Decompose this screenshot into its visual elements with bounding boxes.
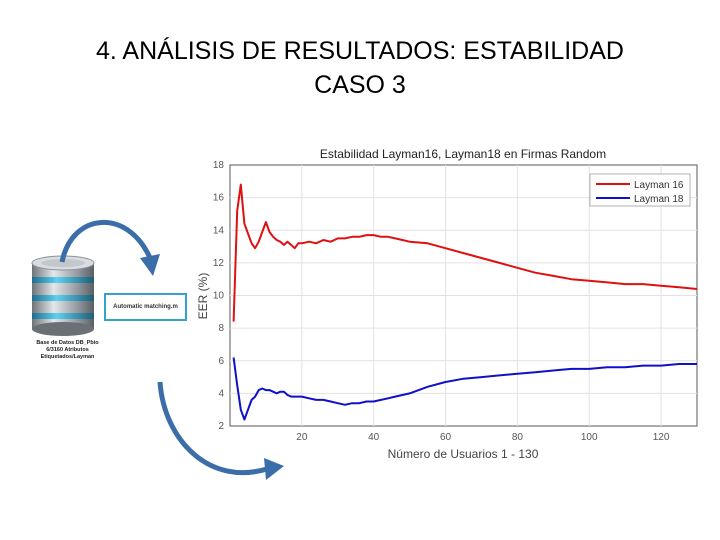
y-tick-label-1: 4 <box>218 388 224 399</box>
x-tick-label-0: 20 <box>296 432 308 443</box>
x-tick-label-4: 100 <box>581 432 598 443</box>
y-tick-label-3: 8 <box>218 323 224 334</box>
y-tick-label-7: 16 <box>213 193 225 204</box>
legend-label-0: Layman 16 <box>634 180 684 191</box>
x-tick-label-2: 60 <box>440 432 452 443</box>
slide-title: 4. ANÁLISIS DE RESULTADOS: ESTABILIDAD C… <box>0 34 720 102</box>
database-icon <box>31 255 95 336</box>
chart-title: Estabilidad Layman16, Layman18 en Firmas… <box>320 147 606 161</box>
x-tick-label-5: 120 <box>653 432 670 443</box>
database-caption-line-1: Base de Datos DB_Pbio <box>36 340 99 346</box>
y-tick-label-2: 6 <box>218 356 224 367</box>
grid <box>230 165 697 426</box>
legend-label-1: Layman 18 <box>634 194 684 205</box>
arrow-to-chart <box>157 381 271 476</box>
x-axis-label: Número de Usuarios 1 - 130 <box>388 447 539 461</box>
stability-chart: 20 40 60 80 100 120 2 4 6 8 10 12 14 16 18 Estabilidad… <box>196 147 698 461</box>
ticks: 20 40 60 80 100 120 2 4 6 8 10 12 14 16 18 <box>213 160 670 443</box>
legend: Layman 16 Layman 18 <box>589 173 691 207</box>
matching-script-label: Automatic matching.m <box>113 304 178 310</box>
series <box>232 183 698 421</box>
legend-box <box>589 173 691 207</box>
slide-title-line-2: CASO 3 <box>314 71 406 99</box>
y-tick-label-0: 2 <box>218 421 224 432</box>
y-tick-label-6: 14 <box>213 225 225 236</box>
database-caption: Base de Datos DB_Pbio 6/3160 Atributos E… <box>20 340 115 361</box>
x-tick-label-3: 80 <box>512 432 524 443</box>
series-line-0 <box>232 183 698 322</box>
y-tick-label-8: 18 <box>213 160 225 171</box>
arrow-to-database <box>59 219 153 263</box>
matching-script-box: Automatic matching.m <box>104 293 187 321</box>
y-tick-label-4: 10 <box>213 291 225 302</box>
y-tick-label-5: 12 <box>213 258 225 269</box>
arrow-to-chart-head <box>264 458 284 480</box>
slide-title-line-1: 4. ANÁLISIS DE RESULTADOS: ESTABILIDAD <box>96 37 624 65</box>
database-caption-line-3: Etiquetados/Layman <box>40 354 95 360</box>
database-caption-line-2: 6/3160 Atributos <box>46 347 89 353</box>
series-line-1 <box>232 357 697 421</box>
arrow-to-database-head <box>140 254 160 276</box>
x-tick-label-1: 40 <box>368 432 380 443</box>
y-axis-label: EER (%) <box>196 273 210 320</box>
